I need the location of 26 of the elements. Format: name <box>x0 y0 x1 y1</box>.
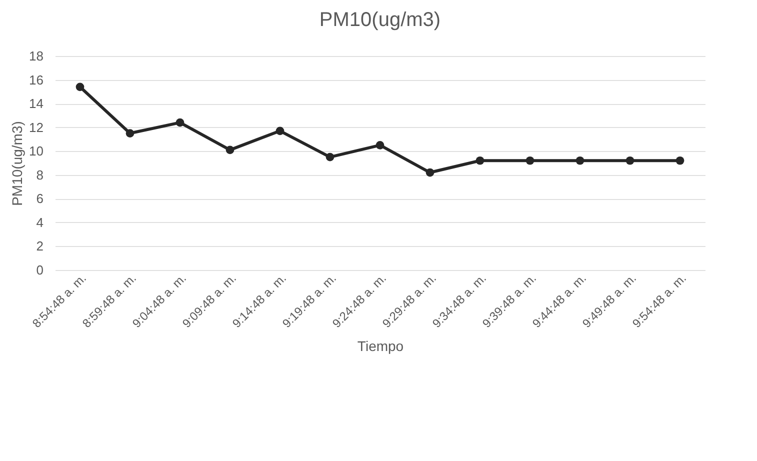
y-tick-label: 10 <box>29 144 44 159</box>
point <box>376 140 384 150</box>
point <box>576 156 584 165</box>
y-tick-label: 0 <box>36 262 44 278</box>
y-tick-label: 8 <box>36 167 44 182</box>
point <box>526 156 534 165</box>
point <box>126 129 134 138</box>
point <box>676 156 684 165</box>
y-tick-label: 6 <box>36 191 44 206</box>
y-tick-label: 12 <box>29 120 44 135</box>
chart-title: PM10(ug/m3) <box>319 9 441 31</box>
point <box>276 126 284 136</box>
point <box>226 146 234 154</box>
y-tick-label: 14 <box>29 96 44 112</box>
y-tick-label: 4 <box>36 214 44 230</box>
point <box>176 118 184 127</box>
point <box>76 82 84 92</box>
y-axis-title: PM10(ug/m3) <box>9 121 26 206</box>
point <box>426 168 434 177</box>
y-tick-label: 18 <box>29 48 44 64</box>
point <box>626 156 634 165</box>
y-tick-label: 16 <box>29 72 44 88</box>
point <box>326 152 334 162</box>
x-axis-title: Tiempo <box>357 338 404 354</box>
y-tick-label: 2 <box>36 238 44 254</box>
point <box>476 156 484 165</box>
